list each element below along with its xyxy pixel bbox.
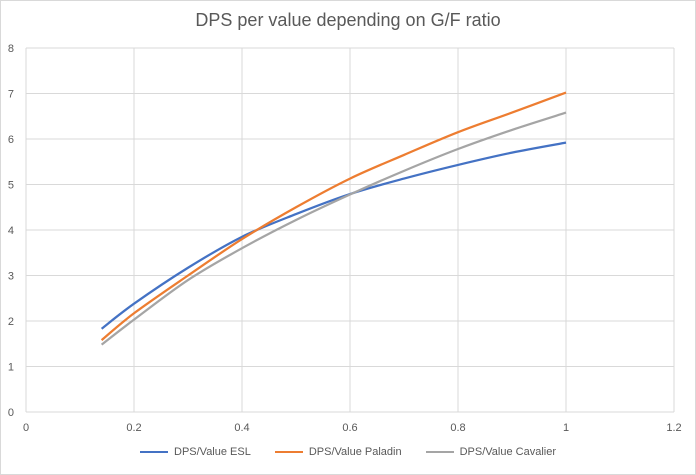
series-line-esl — [100, 141, 567, 330]
series-line-paladin — [100, 91, 567, 341]
chart-title: DPS per value depending on G/F ratio — [195, 10, 501, 30]
y-tick-label: 0 — [8, 407, 14, 419]
legend-swatch-esl — [140, 451, 168, 453]
y-tick-label: 2 — [8, 316, 14, 328]
legend-item-paladin: DPS/Value Paladin — [274, 446, 402, 458]
x-tick-label: 0.8 — [450, 422, 465, 434]
y-tick-label: 4 — [8, 225, 14, 237]
legend-label-esl: DPS/Value ESL — [174, 446, 251, 458]
legend-item-cavalier: DPS/Value Cavalier — [425, 446, 556, 458]
x-tick-label: 0.6 — [342, 422, 357, 434]
x-tick-label: 1.2 — [666, 422, 681, 434]
legend: DPS/Value ESL DPS/Value Paladin DPS/Valu… — [0, 446, 696, 458]
series-line-cavalier — [100, 111, 567, 346]
y-tick-label: 3 — [8, 271, 14, 283]
y-tick-label: 5 — [8, 180, 14, 192]
legend-label-cavalier: DPS/Value Cavalier — [459, 446, 556, 458]
y-tick-label: 6 — [8, 134, 14, 146]
legend-swatch-cavalier — [425, 451, 454, 453]
legend-swatch-paladin — [274, 451, 303, 453]
y-tick-label: 7 — [8, 89, 14, 101]
y-tick-label: 8 — [8, 43, 14, 55]
x-tick-label: 0.2 — [126, 422, 141, 434]
x-tick-label: 0.4 — [234, 422, 249, 434]
legend-label-paladin: DPS/Value Paladin — [308, 446, 402, 458]
legend-item-esl: DPS/Value ESL — [140, 446, 251, 458]
x-tick-label: 0 — [23, 422, 29, 434]
x-tick-label: 1 — [563, 422, 569, 434]
y-tick-label: 1 — [8, 362, 14, 374]
